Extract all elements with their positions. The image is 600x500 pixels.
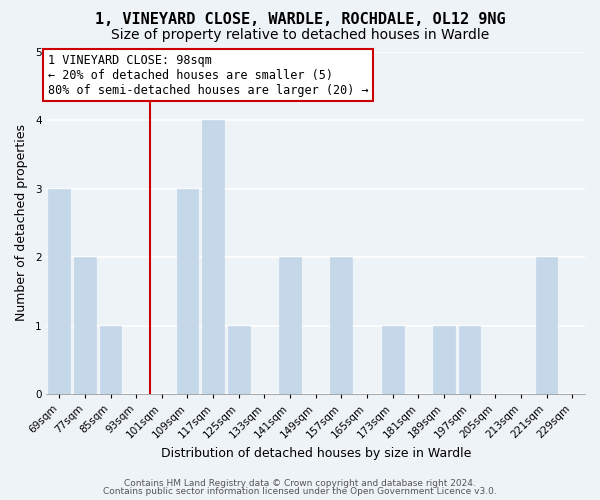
Text: Contains HM Land Registry data © Crown copyright and database right 2024.: Contains HM Land Registry data © Crown c… <box>124 478 476 488</box>
Bar <box>74 257 96 394</box>
Bar <box>279 257 301 394</box>
Bar <box>458 326 481 394</box>
Text: 1 VINEYARD CLOSE: 98sqm
← 20% of detached houses are smaller (5)
80% of semi-det: 1 VINEYARD CLOSE: 98sqm ← 20% of detache… <box>48 54 368 96</box>
Bar <box>331 257 352 394</box>
Bar <box>176 188 199 394</box>
X-axis label: Distribution of detached houses by size in Wardle: Distribution of detached houses by size … <box>161 447 471 460</box>
Text: Contains public sector information licensed under the Open Government Licence v3: Contains public sector information licen… <box>103 487 497 496</box>
Bar <box>100 326 121 394</box>
Bar <box>433 326 455 394</box>
Text: Size of property relative to detached houses in Wardle: Size of property relative to detached ho… <box>111 28 489 42</box>
Bar <box>228 326 250 394</box>
Bar <box>202 120 224 394</box>
Y-axis label: Number of detached properties: Number of detached properties <box>15 124 28 322</box>
Bar <box>382 326 404 394</box>
Bar <box>49 188 70 394</box>
Bar <box>536 257 557 394</box>
Text: 1, VINEYARD CLOSE, WARDLE, ROCHDALE, OL12 9NG: 1, VINEYARD CLOSE, WARDLE, ROCHDALE, OL1… <box>95 12 505 28</box>
